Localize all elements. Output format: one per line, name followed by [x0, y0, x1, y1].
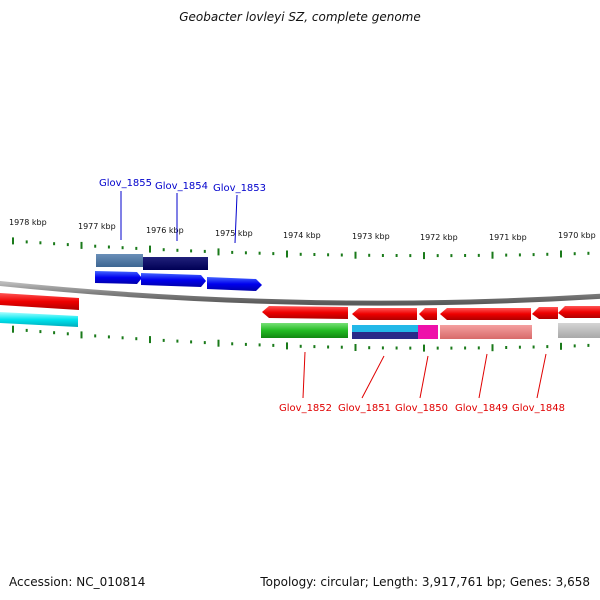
gene-arrow-reverse[interactable] [0, 293, 79, 310]
genome-backbone [0, 280, 600, 306]
gene-arrow-reverse[interactable] [352, 308, 417, 320]
feature-track-bottom [261, 323, 600, 339]
gene-leaders-bottom [302, 351, 547, 399]
feature-box-steel [96, 254, 143, 267]
reverse-genes [262, 306, 600, 320]
forward-genes [95, 271, 262, 291]
ruler-label: 1974 kbp [283, 231, 321, 240]
gene-arrow-reverse[interactable] [262, 306, 348, 319]
feature-box-cyan [352, 325, 418, 332]
gene-arrow-reverse[interactable] [440, 308, 531, 320]
ruler-label: 1970 kbp [558, 231, 596, 240]
feature-box-magenta [418, 325, 438, 339]
ruler-label: 1972 kbp [420, 233, 458, 242]
gene-arrow-forward[interactable] [141, 273, 206, 287]
gene-label[interactable]: Glov_1854 [155, 181, 208, 192]
accession-label: Accession: NC_010814 [9, 575, 146, 589]
feature-box-navy [143, 257, 208, 270]
feature-box-grey [558, 323, 600, 338]
ruler-labels: 1978 kbp 1977 kbp 1976 kbp 1975 kbp 1974… [9, 218, 596, 242]
gene-label[interactable]: Glov_1851 [338, 403, 391, 414]
feature-box-salmon [440, 325, 532, 339]
gene-labels-bottom: Glov_1852 Glov_1851 Glov_1850 Glov_1849 … [279, 403, 565, 414]
ruler-label: 1973 kbp [352, 232, 390, 241]
ruler-label: 1975 kbp [215, 229, 253, 238]
gene-label[interactable]: Glov_1850 [395, 403, 448, 414]
ruler-ticks-top [12, 237, 590, 260]
feature-box-green [261, 323, 348, 338]
gene-label[interactable]: Glov_1855 [99, 178, 152, 189]
gene-label[interactable]: Glov_1849 [455, 403, 508, 414]
feature-box-cyan [0, 312, 78, 327]
gene-arrow-reverse[interactable] [558, 306, 600, 318]
gene-label[interactable]: Glov_1848 [512, 403, 565, 414]
ruler-label: 1978 kbp [9, 218, 47, 227]
genome-summary: Topology: circular; Length: 3,917,761 bp… [260, 575, 590, 589]
ruler-label: 1971 kbp [489, 233, 527, 242]
gene-label[interactable]: Glov_1853 [213, 183, 266, 194]
ruler-label: 1976 kbp [146, 226, 184, 235]
gene-arrow-reverse[interactable] [532, 307, 558, 319]
gene-arrow-reverse[interactable] [419, 308, 437, 320]
feature-track-top [96, 254, 208, 270]
gene-labels-top: Glov_1855 Glov_1854 Glov_1853 [99, 178, 266, 194]
gene-leaders-top [120, 191, 238, 244]
gene-arrow-forward[interactable] [95, 271, 142, 284]
left-edge-genes [0, 293, 79, 327]
ruler-label: 1977 kbp [78, 222, 116, 231]
ruler-ticks-bottom [12, 325, 590, 352]
map-title: Geobacter lovleyi SZ, complete genome [179, 10, 421, 24]
gene-label[interactable]: Glov_1852 [279, 403, 332, 414]
feature-box-navy [352, 332, 418, 339]
gene-arrow-forward[interactable] [207, 277, 262, 291]
